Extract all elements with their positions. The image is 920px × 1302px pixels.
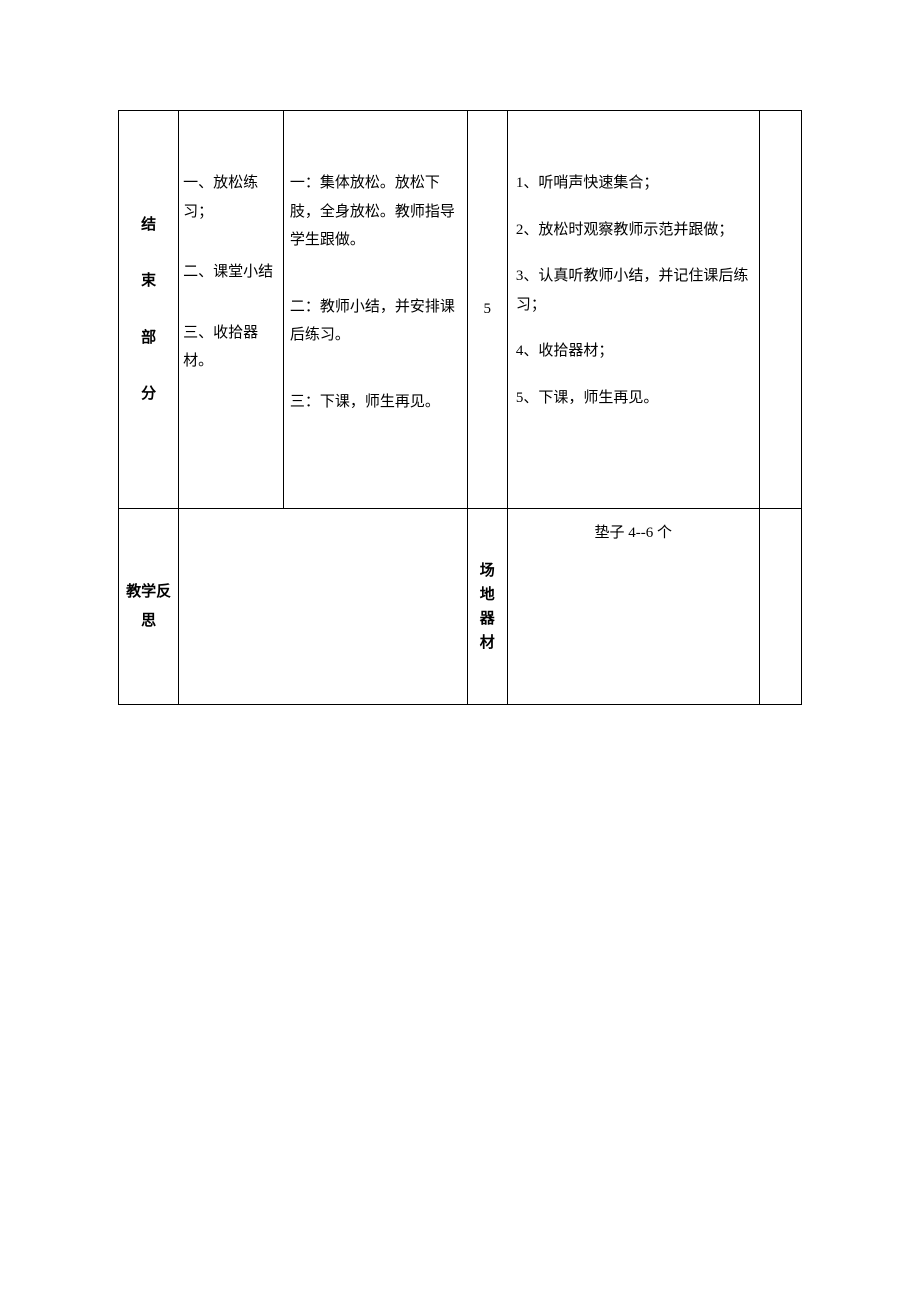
- label-char: 分: [141, 380, 156, 409]
- equipment-content-cell: 垫子 4--6 个: [507, 509, 759, 705]
- student-item: 3、认真听教师小结，并记住课后练习；: [516, 262, 751, 319]
- outline-item: 一、放松练习；: [183, 169, 279, 226]
- teacher-item: 一：集体放松。放松下肢，全身放松。教师指导学生跟做。: [290, 169, 461, 255]
- label-char: 结: [141, 211, 156, 240]
- label-char: 场: [480, 559, 495, 583]
- empty-cell: [759, 509, 801, 705]
- reflection-label: 教学反思: [123, 578, 174, 635]
- reflection-row: 教学反思 场 地 器 材 垫子 4--6 个: [119, 509, 802, 705]
- label-char: 材: [480, 631, 495, 655]
- reflection-content-cell: [179, 509, 468, 705]
- student-activity-cell: 1、听哨声快速集合； 2、放松时观察教师示范并跟做； 3、认真听教师小结，并记住…: [507, 111, 759, 509]
- student-item: 5、下课，师生再见。: [516, 384, 751, 413]
- student-item: 1、听哨声快速集合；: [516, 169, 751, 198]
- equipment-content: 垫子 4--6 个: [594, 525, 672, 541]
- duration-value: 5: [484, 301, 492, 317]
- activity-outline-cell: 一、放松练习； 二、课堂小结 三、收拾器材。: [179, 111, 284, 509]
- label-char: 器: [480, 607, 495, 631]
- reflection-label-cell: 教学反思: [119, 509, 179, 705]
- teacher-activity-cell: 一：集体放松。放松下肢，全身放松。教师指导学生跟做。 二：教师小结，并安排课后练…: [283, 111, 467, 509]
- student-item: 4、收拾器材；: [516, 337, 751, 366]
- section-label: 结 束 部 分: [123, 121, 174, 498]
- teacher-item: 二：教师小结，并安排课后练习。: [290, 293, 461, 350]
- empty-cell: [759, 111, 801, 509]
- student-item: 2、放松时观察教师示范并跟做；: [516, 216, 751, 245]
- label-char: 地: [480, 583, 495, 607]
- duration-cell: 5: [467, 111, 507, 509]
- outline-item: 三、收拾器材。: [183, 319, 279, 376]
- teacher-item: 三：下课，师生再见。: [290, 388, 461, 417]
- equipment-label: 场 地 器 材: [470, 559, 505, 655]
- ending-section-row: 结 束 部 分 一、放松练习； 二、课堂小结 三、收拾器材。 一：集体放松。放松…: [119, 111, 802, 509]
- equipment-label-cell: 场 地 器 材: [467, 509, 507, 705]
- label-char: 部: [141, 324, 156, 353]
- outline-item: 二、课堂小结: [183, 258, 279, 287]
- section-label-cell: 结 束 部 分: [119, 111, 179, 509]
- label-char: 束: [141, 267, 156, 296]
- lesson-plan-table: 结 束 部 分 一、放松练习； 二、课堂小结 三、收拾器材。 一：集体放松。放松…: [118, 110, 802, 705]
